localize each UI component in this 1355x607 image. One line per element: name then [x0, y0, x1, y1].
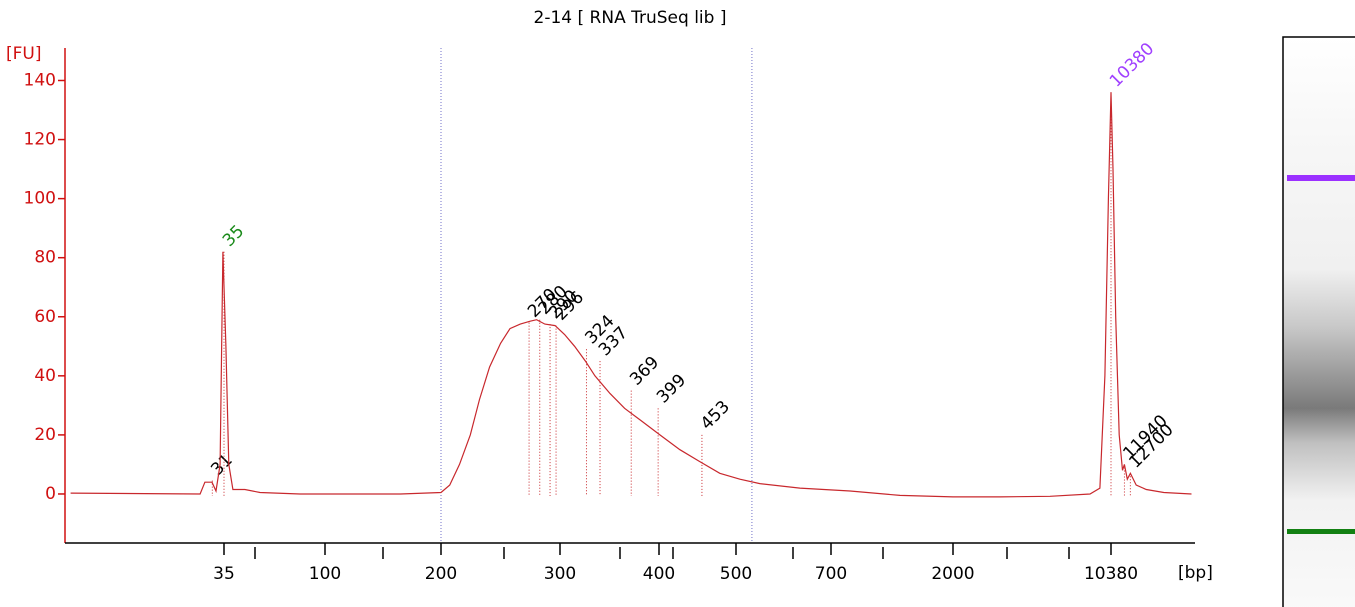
y-tick-label: 140 — [24, 70, 56, 90]
x-tick-label: 10380 — [1084, 564, 1138, 584]
peak-label: 369 — [626, 353, 663, 390]
y-tick-label: 40 — [34, 366, 56, 386]
peak-label: 31 — [207, 450, 236, 479]
y-tick-label: 60 — [34, 307, 56, 327]
lower-marker-band — [1287, 529, 1355, 534]
x-tick-label: 700 — [815, 564, 847, 584]
chart-title: 2-14 [ RNA TruSeq lib ] — [534, 8, 727, 28]
x-tick-label: 500 — [720, 564, 752, 584]
y-tick-label: 0 — [45, 484, 56, 504]
x-tick-label: 300 — [544, 564, 576, 584]
x-tick-label: 100 — [309, 564, 341, 584]
upper-marker-band — [1287, 175, 1355, 181]
x-tick-label: 2000 — [931, 564, 974, 584]
y-tick-label: 80 — [34, 248, 56, 268]
y-tick-label: 20 — [34, 425, 56, 445]
gel-background — [1282, 36, 1355, 607]
peak-label: 10380 — [1106, 39, 1158, 91]
x-tick-label: 400 — [643, 564, 675, 584]
peak-label: 453 — [697, 397, 734, 434]
y-tick-label: 100 — [24, 189, 56, 209]
trace — [70, 92, 1192, 498]
x-axis-label: [bp] — [1178, 563, 1213, 583]
y-tick-label: 120 — [24, 130, 56, 150]
gel-lane — [1282, 36, 1355, 607]
x-tick-label: 35 — [213, 564, 235, 584]
peak-label: 35 — [219, 221, 248, 250]
x-tick-label: 200 — [425, 564, 457, 584]
y-axis-label: [FU] — [6, 44, 42, 64]
peak-label: 399 — [653, 370, 690, 407]
